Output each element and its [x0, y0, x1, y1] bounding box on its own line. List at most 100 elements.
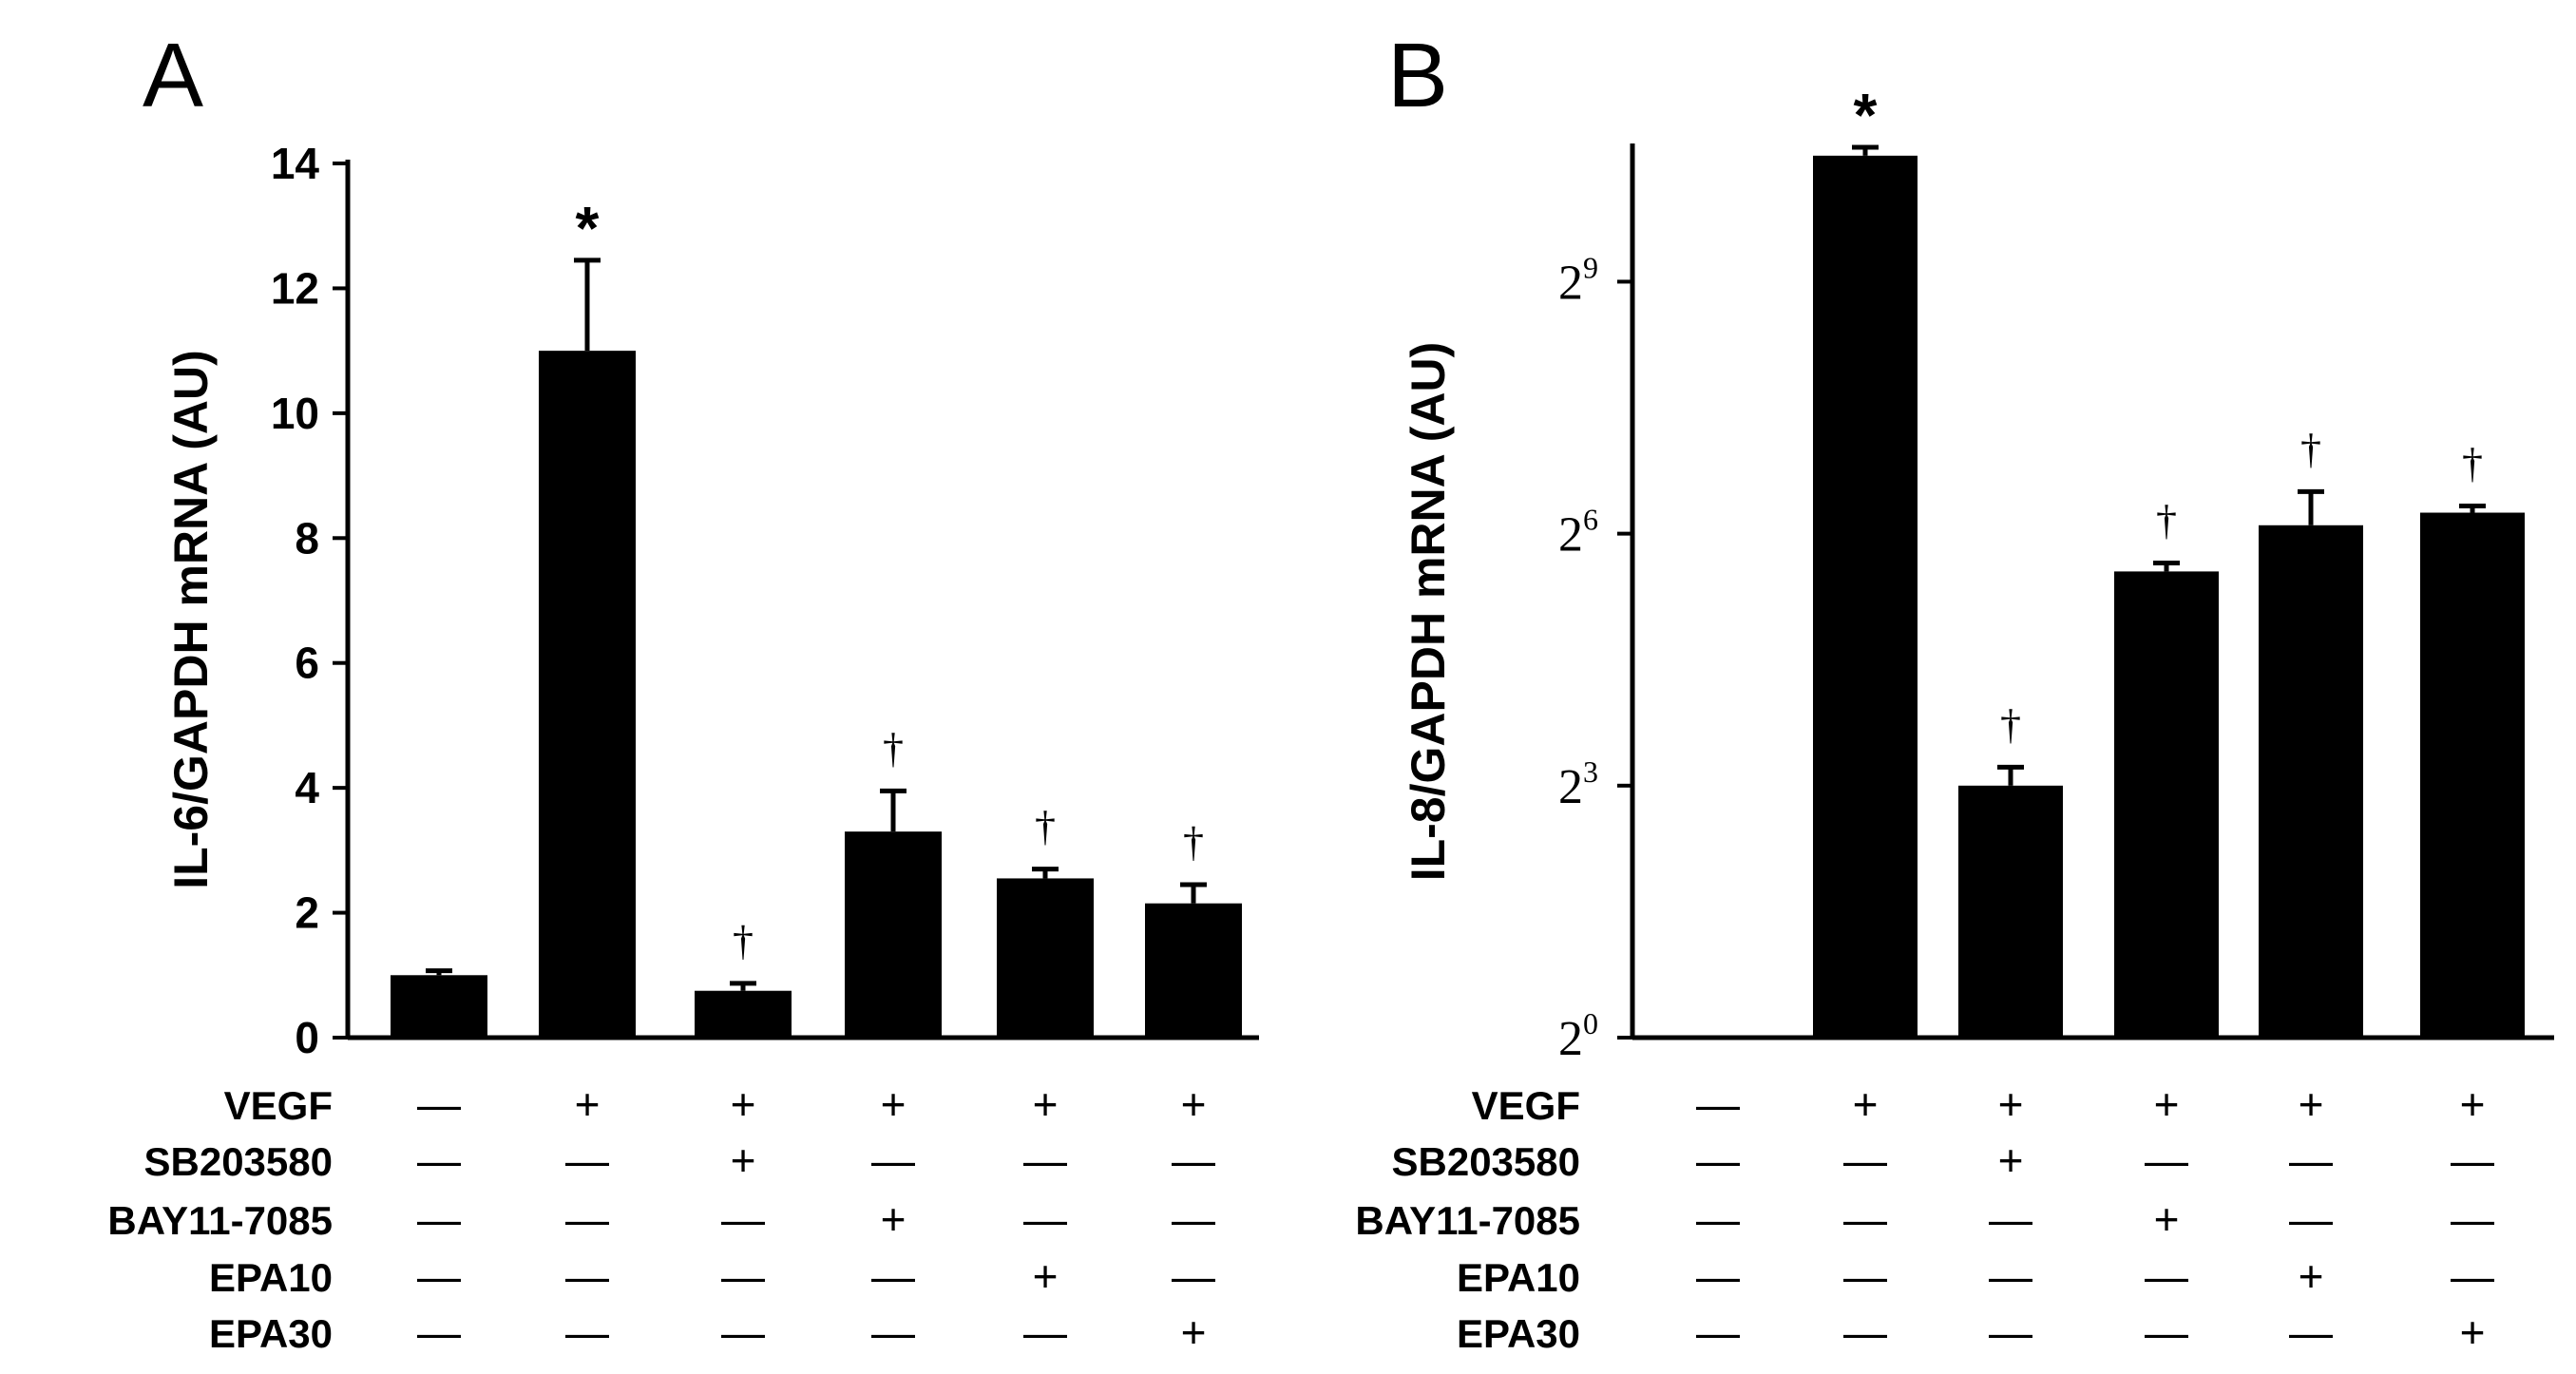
panel-letter: B: [1387, 25, 1448, 126]
y-tick-label: 2: [295, 888, 319, 938]
minus-sign: —: [2145, 1251, 2188, 1301]
y-tick-label: 29: [1558, 250, 1598, 310]
plus-sign: +: [881, 1079, 906, 1129]
y-axis-title: IL-8/GAPDH mRNA (AU): [1402, 342, 1455, 882]
y-tick-exponent: 6: [1583, 503, 1598, 537]
minus-sign: —: [1172, 1194, 1215, 1244]
plus-sign: +: [575, 1079, 601, 1129]
treatment-label: BAY11-7085: [1355, 1198, 1580, 1243]
minus-sign: —: [1843, 1135, 1887, 1185]
plus-sign: +: [1033, 1079, 1059, 1129]
minus-sign: —: [1696, 1079, 1740, 1129]
minus-sign: —: [2145, 1307, 2188, 1357]
minus-sign: —: [721, 1251, 765, 1301]
minus-sign: —: [1989, 1251, 2032, 1301]
y-tick-base: 2: [1558, 508, 1583, 563]
plus-sign: +: [1181, 1079, 1207, 1129]
panel-letter: A: [143, 25, 203, 126]
minus-sign: —: [417, 1079, 461, 1129]
minus-sign: —: [2451, 1251, 2494, 1301]
minus-sign: —: [417, 1251, 461, 1301]
plus-sign: +: [731, 1135, 756, 1185]
plus-sign: +: [881, 1194, 906, 1244]
y-tick-label: 10: [271, 389, 319, 438]
treatment-label: VEGF: [224, 1083, 333, 1128]
y-tick-label: 0: [295, 1013, 319, 1062]
minus-sign: —: [871, 1307, 915, 1357]
plus-sign: +: [731, 1079, 756, 1129]
significance-dagger: †: [2300, 426, 2321, 472]
plus-sign: +: [2460, 1307, 2486, 1357]
significance-dagger: †: [1183, 819, 1204, 866]
y-tick-base: 2: [1558, 256, 1583, 310]
significance-star: *: [1854, 81, 1878, 149]
minus-sign: —: [2289, 1135, 2333, 1185]
minus-sign: —: [417, 1194, 461, 1244]
significance-dagger: †: [733, 918, 754, 964]
treatment-label: BAY11-7085: [107, 1198, 333, 1243]
minus-sign: —: [2145, 1135, 2188, 1185]
significance-dagger: †: [2000, 701, 2021, 748]
bar: [2259, 525, 2363, 1038]
minus-sign: —: [1989, 1307, 2032, 1357]
minus-sign: —: [565, 1135, 609, 1185]
y-tick-exponent: 0: [1583, 1006, 1598, 1040]
y-tick-label: 4: [295, 763, 319, 812]
bar: [845, 831, 942, 1038]
minus-sign: —: [565, 1194, 609, 1244]
plus-sign: +: [1998, 1135, 2024, 1185]
minus-sign: —: [565, 1251, 609, 1301]
bar: [695, 990, 792, 1038]
treatment-label: VEGF: [1472, 1083, 1580, 1128]
minus-sign: —: [2451, 1194, 2494, 1244]
significance-dagger: †: [2462, 440, 2483, 487]
minus-sign: —: [1696, 1194, 1740, 1244]
plus-sign: +: [2299, 1251, 2324, 1301]
y-axis-title: IL-6/GAPDH mRNA (AU): [164, 350, 218, 889]
minus-sign: —: [1023, 1307, 1067, 1357]
y-tick-label: 23: [1558, 754, 1598, 814]
treatment-label: SB203580: [1392, 1139, 1581, 1184]
treatment-label: EPA30: [1457, 1311, 1580, 1356]
y-tick-label: 8: [295, 513, 319, 563]
significance-dagger: †: [2156, 498, 2177, 544]
y-tick-label: 14: [271, 139, 320, 188]
plus-sign: +: [2154, 1194, 2180, 1244]
y-tick-base: 2: [1558, 760, 1583, 814]
plus-sign: +: [1033, 1251, 1059, 1301]
minus-sign: —: [1023, 1135, 1067, 1185]
minus-sign: —: [721, 1194, 765, 1244]
minus-sign: —: [565, 1307, 609, 1357]
bar: [2114, 571, 2219, 1038]
minus-sign: —: [1696, 1251, 1740, 1301]
bar: [1813, 155, 1918, 1039]
plus-sign: +: [2154, 1079, 2180, 1129]
y-tick-base: 2: [1558, 1012, 1583, 1066]
panel-a: A 0 2 4 6 8 10 12 14 IL-6/GAPDH mRNA (AU) * † † † † VEG…: [107, 25, 1259, 1357]
minus-sign: —: [721, 1307, 765, 1357]
plus-sign: +: [1181, 1307, 1207, 1357]
minus-sign: —: [2451, 1135, 2494, 1185]
significance-dagger: †: [883, 725, 904, 772]
treatment-label: EPA10: [1457, 1255, 1580, 1300]
treatment-label: EPA30: [209, 1311, 333, 1356]
plus-sign: +: [1853, 1079, 1879, 1129]
bar: [391, 975, 487, 1038]
minus-sign: —: [1023, 1194, 1067, 1244]
minus-sign: —: [871, 1251, 915, 1301]
minus-sign: —: [417, 1307, 461, 1357]
plus-sign: +: [1998, 1079, 2024, 1129]
minus-sign: —: [1696, 1135, 1740, 1185]
bar: [1958, 785, 2063, 1038]
y-tick-exponent: 3: [1583, 754, 1598, 789]
y-tick-label: 6: [295, 639, 319, 688]
plus-sign: +: [2460, 1079, 2486, 1129]
significance-star: *: [576, 194, 600, 262]
y-tick-label: 20: [1558, 1006, 1598, 1066]
plus-sign: +: [2299, 1079, 2324, 1129]
minus-sign: —: [1843, 1194, 1887, 1244]
minus-sign: —: [1843, 1307, 1887, 1357]
bar: [997, 878, 1094, 1038]
